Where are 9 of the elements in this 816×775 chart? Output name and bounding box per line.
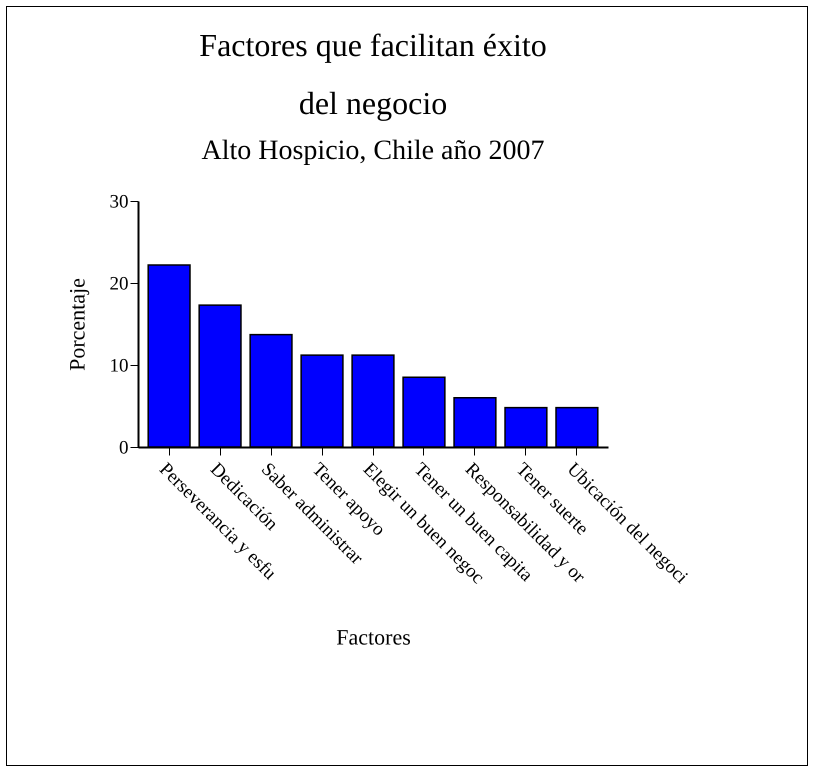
y-tick-label: 30 <box>110 192 128 212</box>
text: Factores que facilitan éxito <box>199 27 547 63</box>
y-tick-label: 20 <box>110 274 128 294</box>
text: del negocio <box>298 85 448 121</box>
x-axis-title: Factores <box>336 624 411 650</box>
y-tick-label: 10 <box>110 356 128 376</box>
chart-subtitle: Alto Hospicio, Chile año 2007 <box>202 135 544 166</box>
y-tick-label: 0 <box>119 438 128 458</box>
y-axis-title: Porcentaje <box>64 278 90 371</box>
